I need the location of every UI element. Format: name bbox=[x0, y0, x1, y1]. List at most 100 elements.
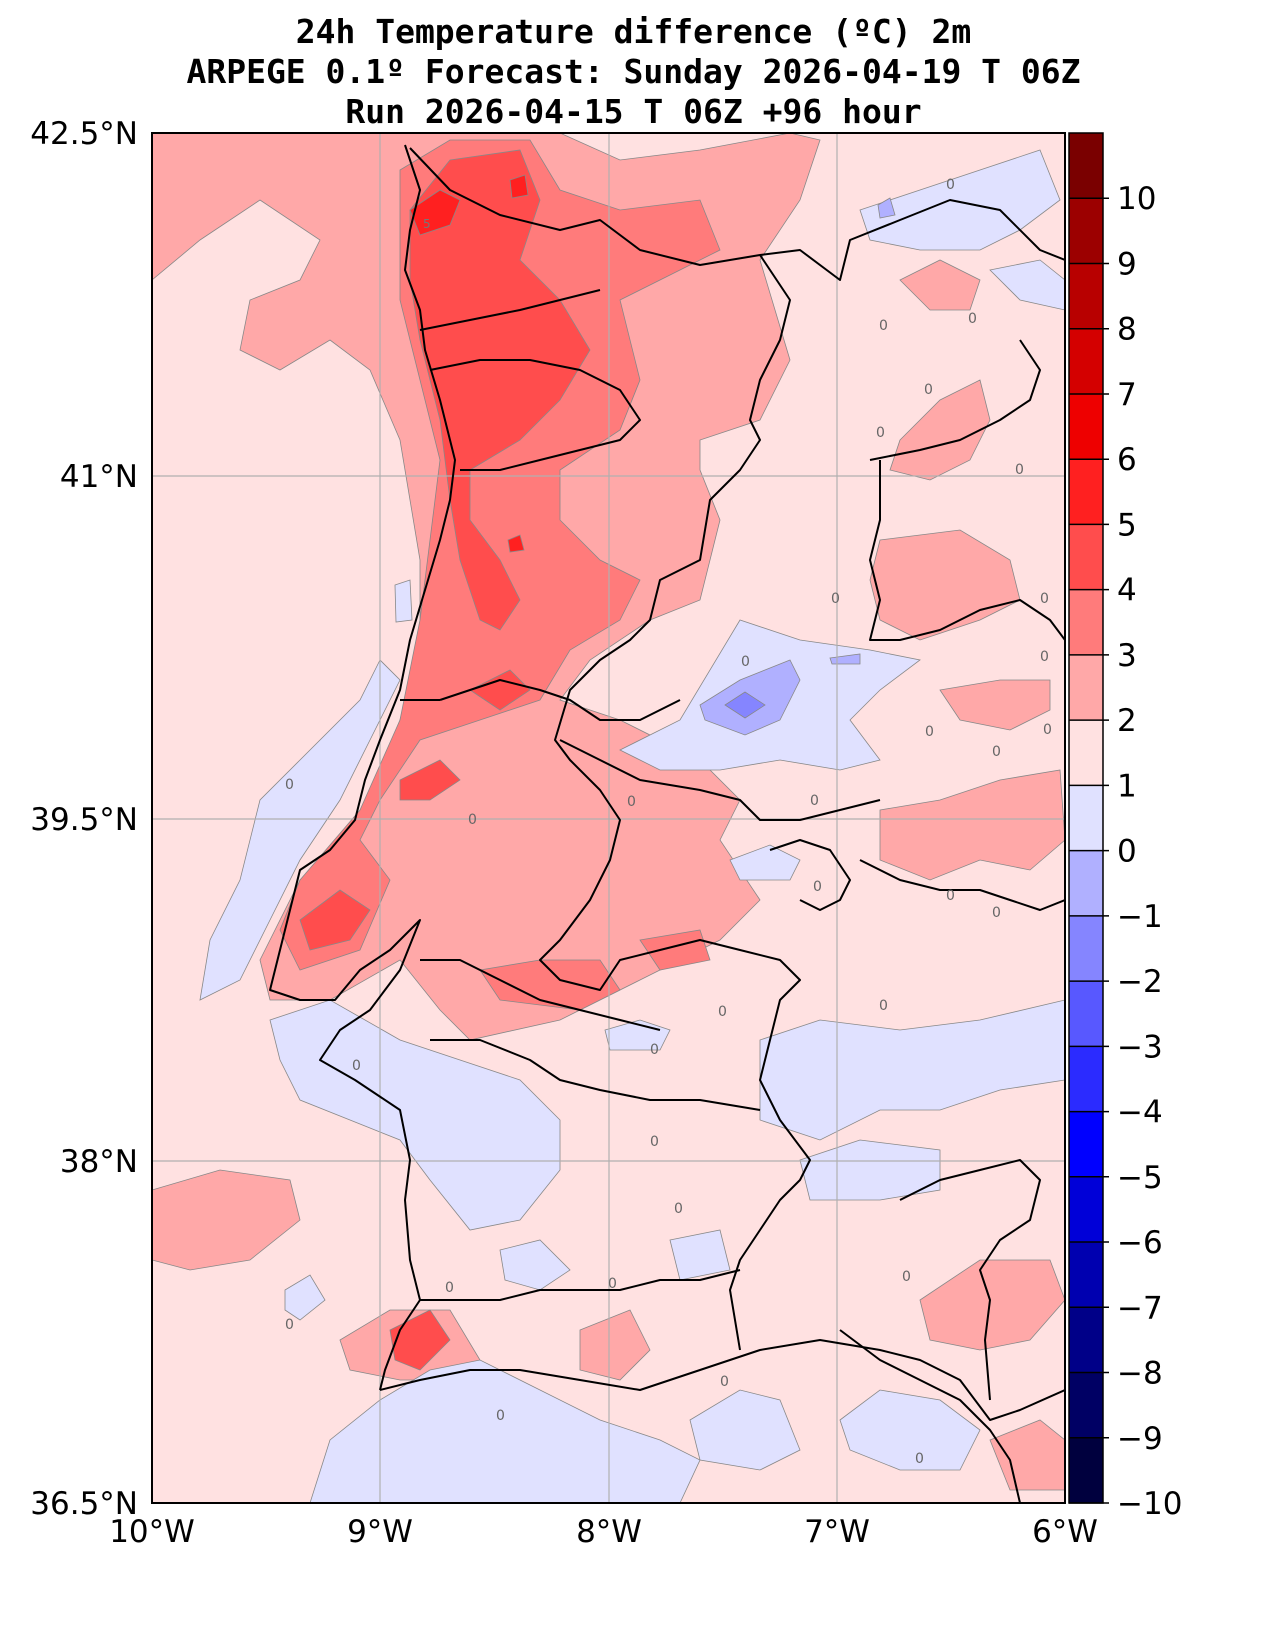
colorbar-tick-label: 8 bbox=[1117, 312, 1137, 348]
internal-border-f bbox=[769, 839, 1065, 911]
colorbar-tick-label: −5 bbox=[1117, 1160, 1163, 1196]
lon-label-7w: 7°W bbox=[804, 1514, 870, 1550]
field-1-2-east-b bbox=[939, 679, 1051, 731]
lat-label-39-5: 39.5°N bbox=[30, 802, 138, 838]
colorbar-bin bbox=[1069, 785, 1103, 852]
colorbar-bin bbox=[1069, 1242, 1103, 1308]
colorbar-bin bbox=[1069, 720, 1103, 786]
map-field: 5 0 0 0 0 0 0 0 0 0 0 0 0 0 0 0 0 0 0 0 … bbox=[152, 133, 1065, 1503]
colorbar-bin bbox=[1069, 459, 1103, 525]
contour-zero-label: 0 bbox=[718, 1004, 727, 1020]
colorbar-tick-label: 10 bbox=[1117, 181, 1156, 217]
contour-zero-label: 0 bbox=[285, 777, 294, 793]
colorbar-bin bbox=[1069, 133, 1103, 199]
colorbar-bin bbox=[1069, 1437, 1103, 1504]
colorbar-tick-label: −3 bbox=[1117, 1029, 1163, 1065]
field-2-3-north-band bbox=[279, 139, 721, 971]
field-cool-south-lisbon bbox=[269, 999, 561, 1231]
colorbar-bin bbox=[1069, 198, 1103, 264]
colorbar-bin bbox=[1069, 1372, 1103, 1439]
colorbar-tick-label: −2 bbox=[1117, 964, 1163, 1000]
colorbar-bin bbox=[1069, 981, 1103, 1047]
colorbar-bin bbox=[1069, 1307, 1103, 1374]
contour-zero-label: 0 bbox=[674, 1201, 683, 1217]
field-cool-minus1-ne bbox=[877, 197, 896, 219]
contour-zero-label: 0 bbox=[1040, 649, 1049, 665]
field-1-2-east-a bbox=[869, 529, 1021, 641]
field-4-5-spot-a bbox=[509, 174, 529, 199]
field-3-4-south bbox=[389, 1309, 451, 1371]
field-cool-small-b bbox=[499, 1239, 571, 1291]
lat-label-42-5: 42.5°N bbox=[30, 116, 138, 152]
field-cool-east-edge bbox=[989, 259, 1065, 311]
colorbar-bin bbox=[1069, 328, 1103, 395]
contour-zero-label: 0 bbox=[992, 744, 1001, 760]
colorbar-bin bbox=[1069, 589, 1103, 656]
contour-zero-label: 0 bbox=[468, 812, 477, 828]
contour-zero-label: 0 bbox=[946, 177, 955, 193]
latitude-labels: 42.5°N 41°N 39.5°N 38°N 36.5°N bbox=[30, 116, 138, 1522]
colorbar-bin bbox=[1069, 393, 1103, 460]
contour-zero-label: 0 bbox=[831, 591, 840, 607]
field-cool-gulf bbox=[839, 1389, 981, 1471]
field-cool-southeast-large bbox=[759, 999, 1065, 1141]
colorbar-tick-label: −8 bbox=[1117, 1356, 1163, 1392]
field-1-2-southwest bbox=[152, 1169, 301, 1271]
field-3-4-mid bbox=[469, 669, 531, 711]
contour-zero-label: 0 bbox=[741, 654, 750, 670]
contour-zero-labels: 0 0 0 0 0 0 0 0 0 0 0 0 0 0 0 0 0 0 0 0 … bbox=[285, 177, 1052, 1467]
contour-zero-label: 0 bbox=[879, 998, 888, 1014]
field-cool-small-f bbox=[729, 844, 801, 881]
colorbar-bin bbox=[1069, 1046, 1103, 1113]
field-cool-south-central bbox=[799, 1139, 941, 1201]
colorbar-tick-label: 1 bbox=[1117, 768, 1137, 804]
contour-zero-label: 0 bbox=[1015, 462, 1024, 478]
field-3-4-lower bbox=[399, 759, 461, 801]
lon-label-10w: 10°W bbox=[109, 1514, 195, 1550]
field-cool-south-coast bbox=[309, 1359, 701, 1503]
internal-border-d bbox=[420, 1269, 1021, 1503]
contour-zero-label: 0 bbox=[924, 382, 933, 398]
field-cool-small-e bbox=[394, 579, 413, 623]
colorbar-bin bbox=[1069, 1111, 1103, 1178]
contour-zero-label: 0 bbox=[352, 1058, 361, 1074]
contour-zero-label: 0 bbox=[285, 1317, 294, 1333]
map-title-line-1: 24h Temperature difference (ºC) 2m bbox=[295, 12, 972, 51]
colorbar-tick-label: 3 bbox=[1117, 638, 1137, 674]
colorbar-tick-label: 0 bbox=[1117, 834, 1137, 870]
colorbar-tick-label: −7 bbox=[1117, 1290, 1163, 1326]
colorbar-bin bbox=[1069, 524, 1103, 591]
lat-label-41: 41°N bbox=[60, 459, 138, 495]
colorbar-tick-label: 4 bbox=[1117, 573, 1137, 609]
field-4-5-peak bbox=[409, 189, 461, 236]
field-3-4-setubal bbox=[299, 889, 371, 951]
colorbar-tick-label: 9 bbox=[1117, 246, 1137, 282]
colorbar-tick-label: −4 bbox=[1117, 1095, 1163, 1131]
lon-label-8w: 8°W bbox=[576, 1514, 642, 1550]
map-frame bbox=[151, 132, 1066, 1504]
lon-label-6w: 6°W bbox=[1032, 1514, 1098, 1550]
colorbar-tick-label: −9 bbox=[1117, 1421, 1163, 1457]
contour-zero-label: 0 bbox=[1040, 591, 1049, 607]
contour-zero-label: 0 bbox=[496, 1408, 505, 1424]
field-cool-small-d bbox=[284, 1274, 326, 1321]
colorbar-tick-label: −6 bbox=[1117, 1225, 1163, 1261]
colorbar-tick-label: 5 bbox=[1117, 507, 1137, 543]
contour-zero-label: 0 bbox=[946, 888, 955, 904]
colorbar-bin bbox=[1069, 850, 1103, 917]
field-cool-ne bbox=[859, 149, 1061, 251]
field-1-2-east-d bbox=[889, 379, 991, 481]
contour-label-peak: 5 bbox=[423, 217, 431, 231]
colorbar-tick-label: 2 bbox=[1117, 703, 1137, 739]
contour-zero-label: 0 bbox=[1043, 722, 1052, 738]
contour-zero-label: 0 bbox=[876, 425, 885, 441]
contour-zero-label: 0 bbox=[445, 1280, 454, 1296]
contour-zero-label: 0 bbox=[650, 1134, 659, 1150]
field-2-3-center-b bbox=[639, 929, 711, 971]
field-1-2-southeast bbox=[919, 1259, 1065, 1351]
map-title-line-2: ARPEGE 0.1º Forecast: Sunday 2026-04-19 … bbox=[186, 52, 1081, 91]
lon-label-9w: 9°W bbox=[347, 1514, 413, 1550]
field-cool-minus2-core bbox=[724, 691, 766, 719]
contour-zero-label: 0 bbox=[608, 1276, 617, 1292]
